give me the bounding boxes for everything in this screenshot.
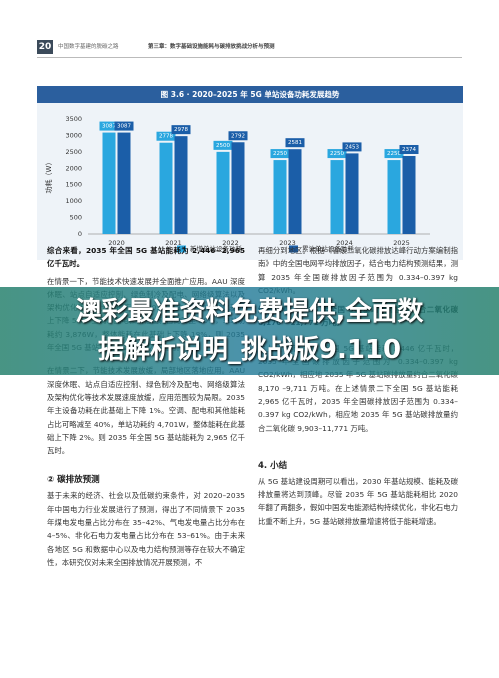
value-label: 2792	[231, 133, 245, 139]
bar	[402, 155, 416, 234]
x-tick-label: 2024	[336, 239, 353, 247]
value-label: 2778	[159, 134, 173, 140]
paragraph: 从 5G 基站建设周期可以看出，2030 年基站规模、能耗及碳排放量将达到顶峰。…	[258, 476, 458, 526]
value-label-bg	[114, 121, 134, 131]
bar	[345, 153, 359, 234]
y-tick-label: 1500	[65, 181, 82, 189]
paragraph: 在情景二下，节能技术发展放缓，局部地区落地应用。AAU 深度休眠、站点自适应控制…	[47, 366, 245, 456]
bar	[174, 136, 188, 234]
banner-line: 澳彩最准资料免费提供,全面数	[75, 297, 424, 327]
y-tick-label: 0	[78, 230, 82, 238]
x-tick-label: 2023	[279, 239, 296, 247]
y-tick-label: 2000	[65, 164, 82, 172]
value-label-bg	[270, 149, 290, 159]
y-tick-label: 2500	[65, 148, 82, 156]
value-label: 2581	[288, 140, 302, 146]
y-tick-label: 1000	[65, 197, 82, 205]
y-axis-label: 功耗（W）	[44, 159, 53, 194]
value-label: 3087	[102, 124, 116, 130]
chart-title: 图 3.6 · 2020–2025 年 5G 单站设备功耗发展趋势	[161, 89, 340, 99]
value-label: 2500	[216, 143, 230, 149]
bar	[231, 142, 245, 234]
value-label-bg	[228, 131, 248, 141]
bar	[288, 149, 302, 234]
value-label-bg	[156, 131, 176, 141]
legend-label: 新增单站设备功耗	[190, 244, 243, 253]
x-tick-label: 2021	[165, 239, 182, 247]
value-label: 2978	[174, 127, 188, 133]
section-heading: 4. 小结	[258, 460, 288, 471]
legend-swatch	[177, 245, 186, 253]
value-label-bg	[213, 140, 233, 150]
value-label: 2374	[402, 147, 416, 153]
banner: 澳彩最准资料免费提供,全面数 据解析说明_挑战版9.110	[0, 287, 499, 375]
chapter-title: 第三章：数字基础设施能耗与碳排放挑战分析与预测	[148, 44, 275, 50]
value-label: 2250	[273, 151, 287, 157]
x-tick-label: 2020	[108, 239, 125, 247]
value-label: 2250	[387, 151, 401, 157]
banner-line: 据解析说明_挑战版9.110	[97, 335, 402, 365]
x-tick-label: 2025	[393, 239, 410, 247]
bar	[216, 151, 230, 234]
bar	[159, 142, 173, 234]
x-tick-label: 2022	[222, 239, 239, 247]
value-label-bg	[171, 125, 191, 135]
paragraph: 综合来看，2035 年全国 5G 基站能耗为 2,446~2,965 亿千瓦时。	[47, 246, 245, 269]
title-band	[37, 86, 463, 103]
legend-swatch	[289, 245, 298, 253]
bar	[330, 160, 344, 234]
value-label: 3087	[117, 124, 131, 130]
bar	[117, 132, 131, 234]
section-heading: ② 碳排放预测	[47, 475, 100, 486]
value-label-bg	[384, 149, 404, 159]
chart: 图 3.6 · 2020–2025 年 5G 单站设备功耗发展趋势 功耗（W） …	[37, 86, 463, 260]
book-title: 中国数字基建的脱碳之路	[58, 44, 119, 50]
header-rule	[37, 57, 462, 58]
y-tick-label: 500	[70, 214, 82, 222]
y-tick-label: 3500	[65, 115, 82, 123]
value-label: 2250	[330, 151, 344, 157]
legend-label: 累计单站设备功耗	[302, 244, 355, 253]
paragraph: 基于未来的经济、社会以及低碳约束条件，对 2020–2035 年中国电力行业发展…	[47, 491, 245, 567]
value-label-bg	[285, 138, 305, 148]
value-label: 2453	[345, 144, 359, 150]
value-label-bg	[399, 144, 419, 154]
y-tick-label: 3000	[65, 131, 82, 139]
value-label-bg	[99, 121, 119, 131]
bar	[102, 132, 116, 234]
bar	[387, 160, 401, 234]
page-number: 20	[37, 40, 53, 54]
value-label-bg	[327, 149, 347, 159]
value-label-bg	[342, 142, 362, 152]
bar	[273, 160, 287, 234]
